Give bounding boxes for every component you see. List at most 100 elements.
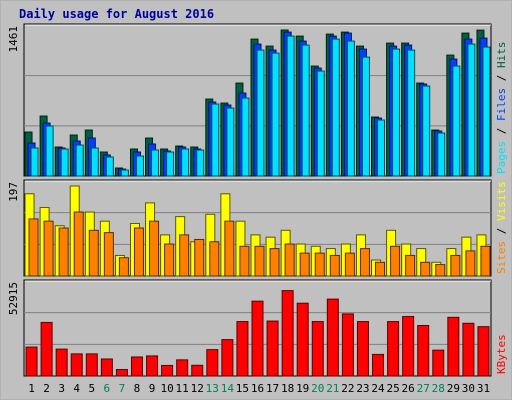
- bar-sites-day-21: [329, 254, 340, 277]
- bar-kbytes-day-2: [40, 321, 53, 377]
- bar-sites-day-14: [224, 220, 235, 277]
- bar-sites-day-5: [88, 229, 99, 277]
- bar-kbytes-day-7: [115, 369, 128, 377]
- bar-pages-day-24: [377, 119, 386, 177]
- bar-kbytes-day-4: [70, 353, 83, 377]
- legend-item-hits: Hits: [495, 42, 508, 69]
- chart-title: Daily usage for August 2016: [19, 7, 215, 21]
- bar-sites-day-19: [299, 252, 310, 277]
- legend-item-pages: Pages: [495, 141, 508, 174]
- legend-item-visits: Visits: [495, 181, 508, 221]
- legend-item-sep: /: [495, 221, 508, 241]
- bar-pages-day-11: [181, 148, 190, 177]
- bar-pages-day-5: [90, 147, 99, 177]
- x-tick-label-day-12: 12: [191, 382, 204, 395]
- middle_panel-legend: Sites / Visits: [495, 181, 508, 274]
- bar-sites-day-24: [375, 261, 386, 277]
- x-tick-label-day-25: 25: [386, 382, 399, 395]
- bar-kbytes-day-19: [296, 302, 309, 377]
- bar-kbytes-day-12: [191, 364, 204, 377]
- bar-pages-day-13: [211, 103, 220, 177]
- bar-kbytes-day-17: [266, 320, 279, 377]
- bar-pages-day-14: [226, 107, 235, 177]
- bar-kbytes-day-25: [387, 321, 400, 377]
- bar-kbytes-day-10: [161, 364, 174, 377]
- x-tick-label-day-14: 14: [221, 382, 235, 395]
- bar-kbytes-day-9: [146, 355, 159, 377]
- x-tick-label-day-22: 22: [341, 382, 354, 395]
- bar-sites-day-2: [43, 220, 54, 277]
- bar-pages-day-9: [151, 149, 160, 177]
- bar-pages-day-4: [75, 144, 84, 177]
- x-tick-label-day-2: 2: [43, 382, 50, 395]
- x-tick-label-day-16: 16: [251, 382, 264, 395]
- bar-sites-day-7: [118, 257, 129, 277]
- x-tick-label-day-20: 20: [311, 382, 324, 395]
- bar-sites-day-9: [149, 220, 160, 277]
- bar-kbytes-day-26: [402, 315, 415, 377]
- bar-sites-day-27: [420, 261, 431, 277]
- bar-pages-day-19: [301, 44, 310, 177]
- bar-pages-day-31: [482, 46, 491, 177]
- bar-pages-day-16: [256, 49, 265, 177]
- bar-sites-day-28: [435, 264, 446, 277]
- bar-sites-day-30: [465, 250, 476, 277]
- bar-pages-day-23: [361, 56, 370, 177]
- bar-pages-day-12: [196, 149, 205, 177]
- bar-sites-day-20: [314, 252, 325, 277]
- bar-sites-day-22: [344, 252, 355, 277]
- x-tick-label-day-7: 7: [119, 382, 126, 395]
- bar-pages-day-1: [30, 147, 39, 177]
- bar-pages-day-15: [241, 97, 250, 177]
- bar-sites-day-6: [103, 232, 114, 277]
- legend-item-sites: Sites: [495, 241, 508, 274]
- bar-pages-day-18: [286, 35, 295, 177]
- x-tick-label-day-4: 4: [73, 382, 80, 395]
- bar-sites-day-26: [405, 254, 416, 277]
- bar-pages-day-26: [407, 49, 416, 177]
- x-tick-label-day-18: 18: [281, 382, 294, 395]
- bar-pages-day-20: [316, 70, 325, 177]
- bar-sites-day-31: [480, 245, 491, 277]
- x-tick-label-day-29: 29: [447, 382, 460, 395]
- bar-pages-day-29: [452, 65, 461, 177]
- bar-kbytes-day-1: [25, 346, 38, 377]
- legend-item-kbytes: KByte: [495, 341, 508, 374]
- legend-item-files: Files: [495, 88, 508, 121]
- bar-sites-day-11: [179, 234, 190, 277]
- bar-pages-day-8: [135, 155, 144, 177]
- bar-kbytes-day-31: [477, 326, 490, 377]
- legend-item-kbytes: s: [495, 334, 508, 341]
- bar-sites-day-10: [164, 243, 175, 277]
- x-tick-label-day-23: 23: [356, 382, 369, 395]
- x-tick-label-day-13: 13: [206, 382, 219, 395]
- bar-sites-day-8: [133, 227, 144, 277]
- x-tick-label-day-9: 9: [149, 382, 156, 395]
- x-tick-label-day-30: 30: [462, 382, 475, 395]
- bar-kbytes-day-15: [236, 321, 249, 377]
- x-tick-label-day-8: 8: [134, 382, 141, 395]
- bar-kbytes-day-16: [251, 300, 264, 377]
- bar-sites-day-3: [58, 227, 69, 277]
- bar-pages-day-2: [45, 125, 54, 177]
- x-tick-label-day-31: 31: [477, 382, 490, 395]
- x-tick-label-day-5: 5: [88, 382, 95, 395]
- bar-kbytes-day-24: [372, 353, 385, 377]
- bar-sites-day-25: [390, 245, 401, 277]
- bar-pages-day-27: [422, 85, 431, 177]
- bar-sites-day-17: [269, 248, 280, 277]
- bottom_panel-max-label: 52915: [7, 282, 20, 315]
- middle_panel-max-label: 197: [7, 182, 20, 202]
- bar-pages-day-17: [271, 52, 280, 177]
- bar-sites-day-18: [284, 243, 295, 277]
- bar-kbytes-day-29: [447, 316, 460, 377]
- bar-sites-day-13: [209, 241, 220, 277]
- top_panel-legend: Pages / Files / Hits: [495, 42, 508, 175]
- bar-sites-day-29: [450, 254, 461, 277]
- bar-kbytes-day-6: [100, 358, 113, 377]
- bar-sites-day-16: [254, 245, 265, 277]
- bar-kbytes-day-8: [130, 356, 143, 377]
- bar-sites-day-4: [73, 211, 84, 277]
- x-tick-label-day-19: 19: [296, 382, 309, 395]
- x-tick-label-day-24: 24: [371, 382, 385, 395]
